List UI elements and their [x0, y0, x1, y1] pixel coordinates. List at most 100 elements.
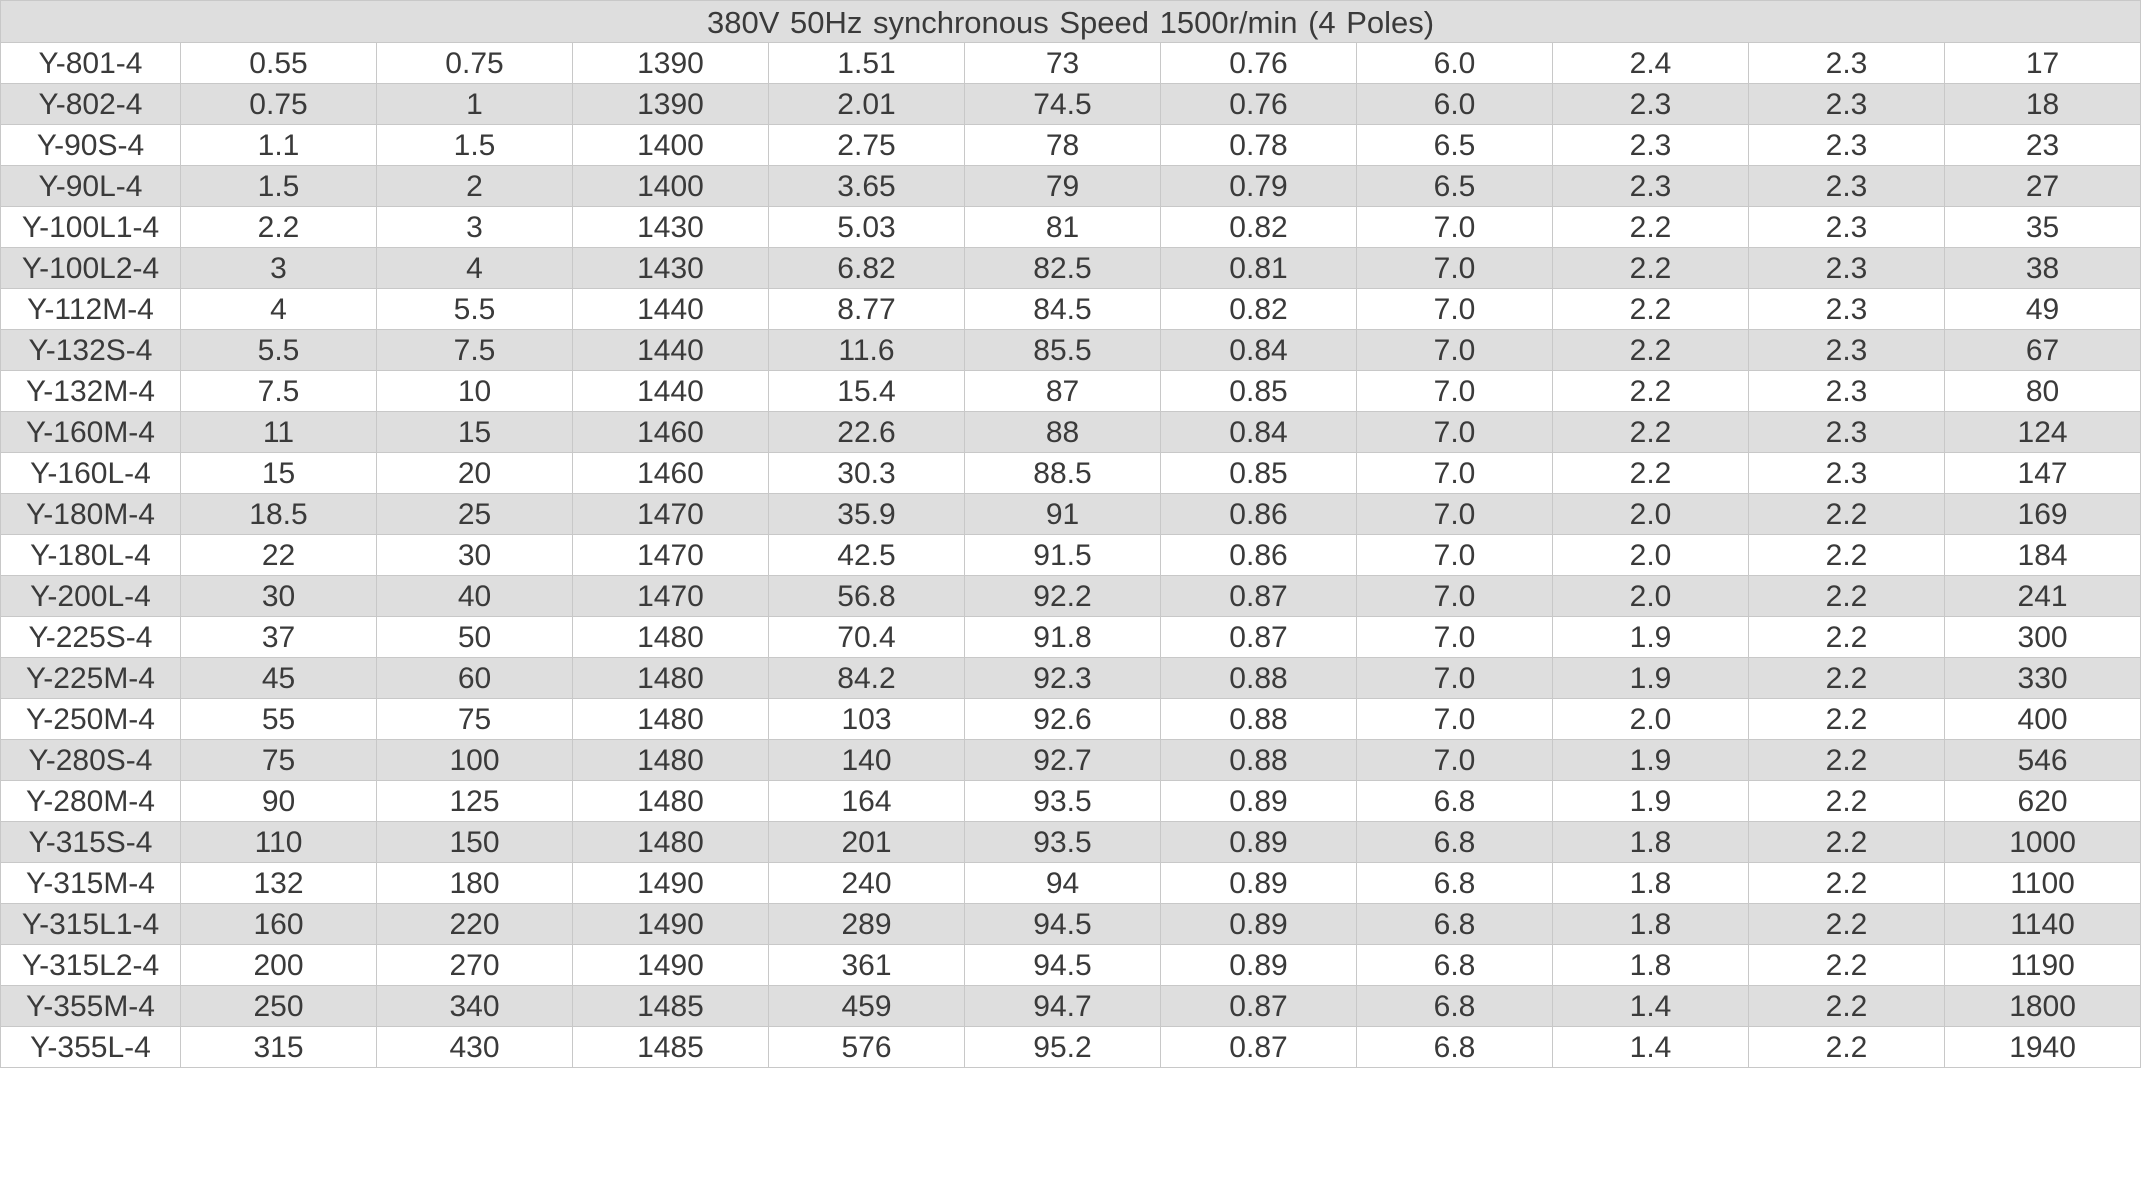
- value-cell: 1440: [573, 330, 769, 371]
- table-row: Y-315L2-4200270149036194.50.896.81.82.21…: [1, 945, 2141, 986]
- value-cell: 81: [965, 207, 1161, 248]
- value-cell: 74.5: [965, 84, 1161, 125]
- value-cell: 2.2: [1749, 535, 1945, 576]
- table-row: Y-250M-45575148010392.60.887.02.02.2400: [1, 699, 2141, 740]
- value-cell: 1000: [1945, 822, 2141, 863]
- value-cell: 82.5: [965, 248, 1161, 289]
- table-row: Y-355M-4250340148545994.70.876.81.42.218…: [1, 986, 2141, 1027]
- value-cell: 2.2: [1553, 207, 1749, 248]
- value-cell: 0.82: [1161, 289, 1357, 330]
- value-cell: 2.2: [1749, 945, 1945, 986]
- value-cell: 2.2: [1749, 658, 1945, 699]
- value-cell: 11: [181, 412, 377, 453]
- value-cell: 95.2: [965, 1027, 1161, 1068]
- value-cell: 1485: [573, 986, 769, 1027]
- value-cell: 110: [181, 822, 377, 863]
- table-body: Y-801-40.550.7513901.51730.766.02.42.317…: [1, 43, 2141, 1068]
- value-cell: 2.3: [1749, 166, 1945, 207]
- value-cell: 3: [181, 248, 377, 289]
- value-cell: 85.5: [965, 330, 1161, 371]
- value-cell: 1100: [1945, 863, 2141, 904]
- model-cell: Y-250M-4: [1, 699, 181, 740]
- value-cell: 2.2: [1749, 740, 1945, 781]
- value-cell: 7.0: [1357, 207, 1553, 248]
- value-cell: 2: [377, 166, 573, 207]
- model-cell: Y-355M-4: [1, 986, 181, 1027]
- value-cell: 0.84: [1161, 412, 1357, 453]
- value-cell: 25: [377, 494, 573, 535]
- value-cell: 94.7: [965, 986, 1161, 1027]
- value-cell: 50: [377, 617, 573, 658]
- model-cell: Y-315L2-4: [1, 945, 181, 986]
- value-cell: 2.01: [769, 84, 965, 125]
- model-cell: Y-225M-4: [1, 658, 181, 699]
- value-cell: 160: [181, 904, 377, 945]
- table-row: Y-200L-43040147056.892.20.877.02.02.2241: [1, 576, 2141, 617]
- value-cell: 169: [1945, 494, 2141, 535]
- value-cell: 2.3: [1553, 166, 1749, 207]
- value-cell: 60: [377, 658, 573, 699]
- value-cell: 164: [769, 781, 965, 822]
- value-cell: 2.3: [1749, 412, 1945, 453]
- table-row: Y-802-40.75113902.0174.50.766.02.32.318: [1, 84, 2141, 125]
- value-cell: 270: [377, 945, 573, 986]
- value-cell: 0.75: [377, 43, 573, 84]
- value-cell: 2.2: [1749, 1027, 1945, 1068]
- value-cell: 5.03: [769, 207, 965, 248]
- value-cell: 7.0: [1357, 699, 1553, 740]
- value-cell: 6.8: [1357, 986, 1553, 1027]
- table-row: Y-180L-42230147042.591.50.867.02.02.2184: [1, 535, 2141, 576]
- value-cell: 2.3: [1749, 43, 1945, 84]
- value-cell: 1: [377, 84, 573, 125]
- value-cell: 1480: [573, 617, 769, 658]
- value-cell: 180: [377, 863, 573, 904]
- value-cell: 0.89: [1161, 822, 1357, 863]
- value-cell: 300: [1945, 617, 2141, 658]
- value-cell: 2.3: [1749, 453, 1945, 494]
- value-cell: 184: [1945, 535, 2141, 576]
- value-cell: 40: [377, 576, 573, 617]
- value-cell: 0.79: [1161, 166, 1357, 207]
- model-cell: Y-100L1-4: [1, 207, 181, 248]
- table-title: 380V 50Hz synchronous Speed 1500r/min (4…: [1, 1, 2141, 43]
- table-row: Y-132M-47.510144015.4870.857.02.22.380: [1, 371, 2141, 412]
- value-cell: 459: [769, 986, 965, 1027]
- model-cell: Y-225S-4: [1, 617, 181, 658]
- value-cell: 92.6: [965, 699, 1161, 740]
- value-cell: 220: [377, 904, 573, 945]
- model-cell: Y-112M-4: [1, 289, 181, 330]
- model-cell: Y-160M-4: [1, 412, 181, 453]
- value-cell: 6.8: [1357, 822, 1553, 863]
- table-row: Y-280M-490125148016493.50.896.81.92.2620: [1, 781, 2141, 822]
- model-cell: Y-160L-4: [1, 453, 181, 494]
- model-cell: Y-801-4: [1, 43, 181, 84]
- value-cell: 6.8: [1357, 945, 1553, 986]
- value-cell: 2.75: [769, 125, 965, 166]
- value-cell: 1.8: [1553, 822, 1749, 863]
- value-cell: 1.1: [181, 125, 377, 166]
- value-cell: 241: [1945, 576, 2141, 617]
- value-cell: 30: [181, 576, 377, 617]
- model-cell: Y-280M-4: [1, 781, 181, 822]
- value-cell: 7.0: [1357, 248, 1553, 289]
- model-cell: Y-180M-4: [1, 494, 181, 535]
- value-cell: 92.7: [965, 740, 1161, 781]
- value-cell: 2.2: [1553, 453, 1749, 494]
- value-cell: 30: [377, 535, 573, 576]
- value-cell: 7.0: [1357, 494, 1553, 535]
- table-row: Y-100L1-42.2314305.03810.827.02.22.335: [1, 207, 2141, 248]
- value-cell: 2.2: [1749, 576, 1945, 617]
- value-cell: 330: [1945, 658, 2141, 699]
- value-cell: 2.0: [1553, 576, 1749, 617]
- value-cell: 93.5: [965, 822, 1161, 863]
- value-cell: 1470: [573, 535, 769, 576]
- value-cell: 0.81: [1161, 248, 1357, 289]
- value-cell: 1470: [573, 494, 769, 535]
- value-cell: 1.4: [1553, 986, 1749, 1027]
- value-cell: 38: [1945, 248, 2141, 289]
- value-cell: 2.3: [1749, 248, 1945, 289]
- model-cell: Y-100L2-4: [1, 248, 181, 289]
- value-cell: 1390: [573, 43, 769, 84]
- value-cell: 6.82: [769, 248, 965, 289]
- value-cell: 1.51: [769, 43, 965, 84]
